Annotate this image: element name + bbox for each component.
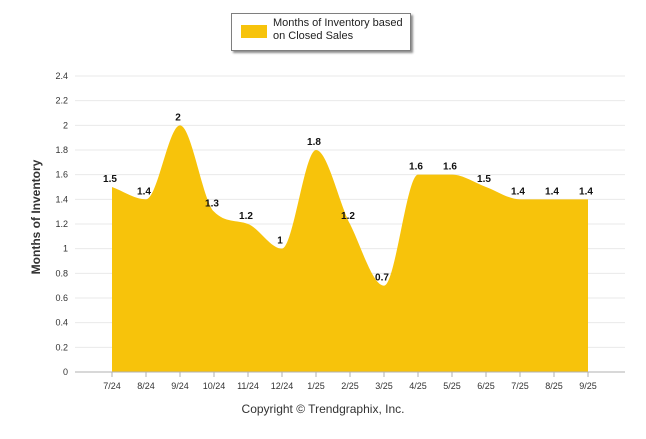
data-label: 1.6: [443, 162, 457, 173]
data-label: 1.5: [477, 174, 491, 185]
copyright-footer: Copyright © Trendgraphix, Inc.: [241, 402, 405, 416]
data-label: 1.2: [341, 211, 355, 222]
y-tick-label: 2.4: [55, 71, 68, 81]
data-label: 1.5: [103, 174, 117, 185]
legend-label: Months of Inventory based on Closed Sale…: [273, 17, 409, 43]
y-tick-label: 0: [63, 367, 68, 377]
y-tick-label: 0.6: [55, 293, 68, 303]
data-label: 1.8: [307, 137, 321, 148]
x-tick-label: 7/25: [511, 381, 529, 391]
data-label: 1.6: [409, 162, 423, 173]
y-tick-label: 1.2: [55, 219, 68, 229]
x-tick-label: 6/25: [477, 381, 495, 391]
x-tick-label: 1/25: [307, 381, 325, 391]
y-tick-label: 0.8: [55, 268, 68, 278]
y-axis-title-text: Months of Inventory: [29, 159, 43, 275]
y-tick-label: 1.8: [55, 145, 68, 155]
data-label: 1: [277, 236, 283, 247]
x-tick-label: 9/25: [579, 381, 597, 391]
y-tick-label: 2.2: [55, 96, 68, 106]
x-tick-label: 8/24: [137, 381, 155, 391]
y-tick-label: 1.4: [55, 194, 68, 204]
area-series: [112, 125, 588, 372]
x-tick-label: 8/25: [545, 381, 563, 391]
data-label: 1.4: [511, 186, 525, 197]
data-label: 1.4: [137, 186, 151, 197]
x-tick-label: 9/24: [171, 381, 189, 391]
y-tick-label: 0.2: [55, 342, 68, 352]
data-label: 1.2: [239, 211, 253, 222]
x-tick-label: 4/25: [409, 381, 427, 391]
data-label: 1.3: [205, 199, 219, 210]
y-tick-label: 1: [63, 244, 68, 254]
legend-swatch: [241, 25, 267, 38]
x-tick-label: 11/24: [237, 381, 259, 391]
data-label: 1.4: [545, 186, 559, 197]
y-tick-label: 1.6: [55, 170, 68, 180]
data-label: 0.7: [375, 273, 389, 284]
x-tick-label: 3/25: [375, 381, 393, 391]
x-tick-label: 12/24: [271, 381, 294, 391]
y-tick-label: 2: [63, 120, 68, 130]
x-tick-label: 7/24: [103, 381, 121, 391]
legend: Months of Inventory based on Closed Sale…: [231, 13, 411, 51]
legend-label-line1: Months of Inventory based: [273, 17, 403, 29]
data-label: 1.4: [579, 186, 593, 197]
data-label: 2: [175, 112, 181, 123]
legend-label-line2: on Closed Sales: [273, 30, 354, 42]
y-tick-label: 0.4: [55, 318, 68, 328]
x-tick-label: 10/24: [203, 381, 226, 391]
x-tick-label: 5/25: [443, 381, 461, 391]
x-tick-label: 2/25: [341, 381, 359, 391]
